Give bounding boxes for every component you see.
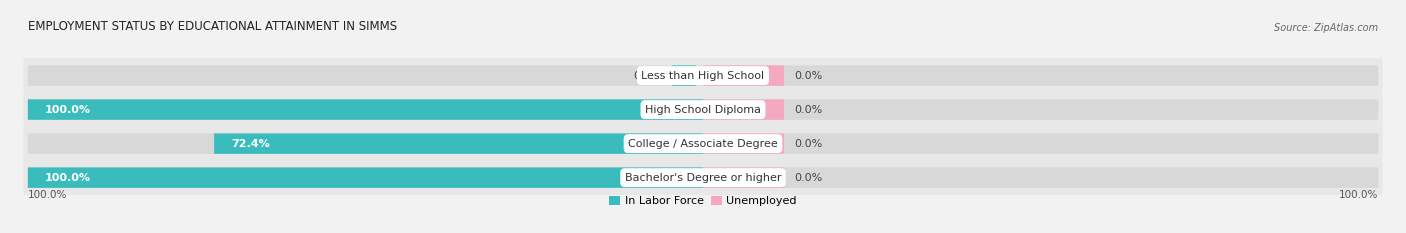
Text: 0.0%: 0.0% — [794, 105, 823, 115]
Text: 0.0%: 0.0% — [794, 173, 823, 183]
Text: High School Diploma: High School Diploma — [645, 105, 761, 115]
Text: Less than High School: Less than High School — [641, 71, 765, 81]
Text: 100.0%: 100.0% — [1339, 190, 1378, 200]
FancyBboxPatch shape — [703, 65, 785, 86]
FancyBboxPatch shape — [703, 99, 1378, 120]
FancyBboxPatch shape — [28, 168, 703, 188]
FancyBboxPatch shape — [28, 134, 703, 154]
FancyBboxPatch shape — [28, 168, 703, 188]
FancyBboxPatch shape — [703, 134, 1378, 154]
FancyBboxPatch shape — [24, 126, 1382, 161]
Text: Source: ZipAtlas.com: Source: ZipAtlas.com — [1274, 23, 1378, 33]
Text: College / Associate Degree: College / Associate Degree — [628, 139, 778, 149]
FancyBboxPatch shape — [672, 65, 696, 86]
Text: Bachelor's Degree or higher: Bachelor's Degree or higher — [624, 173, 782, 183]
FancyBboxPatch shape — [24, 58, 1382, 93]
FancyBboxPatch shape — [703, 99, 785, 120]
FancyBboxPatch shape — [703, 168, 785, 188]
FancyBboxPatch shape — [28, 65, 703, 86]
FancyBboxPatch shape — [24, 160, 1382, 195]
FancyBboxPatch shape — [28, 99, 703, 120]
FancyBboxPatch shape — [28, 99, 703, 120]
Text: 100.0%: 100.0% — [28, 190, 67, 200]
Text: 0.0%: 0.0% — [794, 71, 823, 81]
FancyBboxPatch shape — [24, 92, 1382, 127]
Text: 0.0%: 0.0% — [634, 71, 662, 81]
Text: 100.0%: 100.0% — [45, 105, 91, 115]
Legend: In Labor Force, Unemployed: In Labor Force, Unemployed — [609, 196, 797, 206]
Text: EMPLOYMENT STATUS BY EDUCATIONAL ATTAINMENT IN SIMMS: EMPLOYMENT STATUS BY EDUCATIONAL ATTAINM… — [28, 20, 396, 33]
FancyBboxPatch shape — [703, 134, 785, 154]
FancyBboxPatch shape — [703, 168, 1378, 188]
FancyBboxPatch shape — [703, 65, 1378, 86]
Text: 100.0%: 100.0% — [45, 173, 91, 183]
Text: 0.0%: 0.0% — [794, 139, 823, 149]
FancyBboxPatch shape — [214, 134, 703, 154]
Text: 72.4%: 72.4% — [232, 139, 270, 149]
